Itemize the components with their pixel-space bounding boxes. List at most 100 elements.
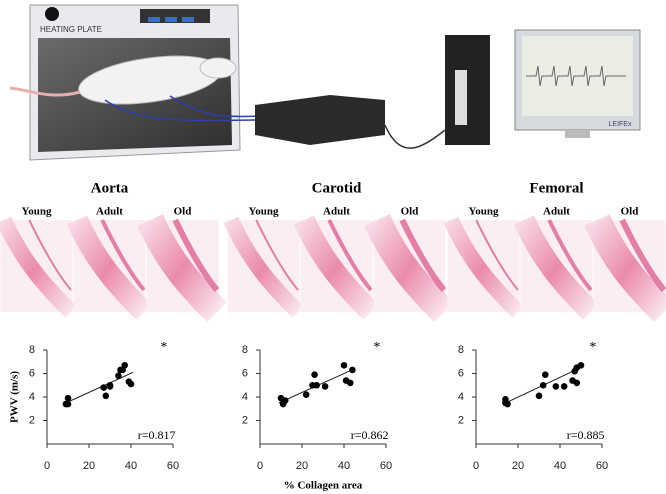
- point: [573, 379, 581, 387]
- point: [535, 392, 543, 400]
- tissue-band: [584, 214, 666, 322]
- panel-title: Aorta: [91, 180, 129, 196]
- point: [347, 379, 354, 387]
- plate-label: HEATING PLATE: [40, 25, 102, 34]
- significance-mark: *: [373, 340, 380, 355]
- correlation-label: r=0.862: [351, 428, 389, 442]
- plate-button: [182, 17, 194, 22]
- age-label: Old: [401, 206, 419, 218]
- plate-button: [165, 17, 177, 22]
- age-label: Young: [249, 206, 279, 218]
- y-tick-label: 2: [242, 414, 248, 426]
- tissue-band: [327, 219, 373, 292]
- tissue-band: [255, 219, 299, 291]
- tissue-band: [0, 216, 77, 318]
- tissue-band: [443, 216, 524, 318]
- point: [281, 397, 289, 404]
- point: [64, 394, 72, 402]
- tissue-band: [475, 219, 519, 291]
- tissue-band: [619, 218, 666, 292]
- tissue-band: [399, 218, 447, 292]
- y-tick-label: 2: [29, 414, 35, 426]
- y-tick-label: 8: [242, 344, 248, 356]
- x-tick-label: 60: [380, 460, 392, 472]
- x-tick-label: 0: [473, 460, 479, 472]
- correlation-label: r=0.885: [567, 428, 605, 442]
- plate-button: [148, 17, 160, 22]
- point: [100, 384, 107, 391]
- x-tick-label: 40: [554, 460, 566, 472]
- tissue-band: [513, 215, 599, 320]
- point: [321, 383, 329, 390]
- x-tick-label: 60: [596, 460, 608, 472]
- point: [542, 371, 549, 378]
- cable: [384, 124, 446, 149]
- point: [302, 391, 310, 398]
- monitor-waveform: [526, 65, 626, 87]
- point: [313, 381, 321, 389]
- significance-mark: *: [589, 340, 596, 355]
- point: [577, 361, 585, 369]
- fit-line: [65, 371, 134, 404]
- point: [106, 383, 114, 390]
- setup-illustration: HEATING PLATE LEIFEx: [9, 4, 641, 161]
- y-tick-label: 8: [458, 344, 464, 356]
- tissue-band: [172, 218, 220, 292]
- x-tick-label: 40: [338, 460, 350, 472]
- age-label: Young: [469, 206, 499, 218]
- monitor-label: LEIFEx: [609, 121, 632, 128]
- monitor-stand: [565, 130, 590, 138]
- panel-title: Carotid: [312, 180, 362, 196]
- y-tick-label: 6: [29, 367, 35, 379]
- mouse-tail: [9, 86, 81, 97]
- point: [539, 381, 547, 389]
- tissue-band: [364, 214, 454, 322]
- point: [64, 400, 72, 408]
- x-tick-label: 0: [44, 460, 50, 472]
- y-tick-label: 8: [29, 344, 35, 356]
- tissue-band: [100, 219, 146, 292]
- point: [560, 383, 568, 390]
- point: [340, 361, 348, 369]
- computer-tower: [445, 35, 490, 145]
- y-tick-label: 4: [458, 391, 464, 403]
- point: [115, 372, 122, 380]
- y-tick-label: 6: [458, 367, 464, 379]
- significance-mark: *: [160, 340, 167, 355]
- x-tick-label: 60: [167, 460, 179, 472]
- point: [502, 399, 509, 407]
- mouse-head: [199, 57, 237, 79]
- y-tick-label: 6: [242, 367, 248, 379]
- y-axis-label: PWV (m/s): [9, 371, 21, 423]
- x-tick-label: 20: [83, 460, 95, 472]
- tower-bays: [455, 70, 467, 125]
- histology-panels: Aorta Young Adult Old Carotid Young Adult Old Fe…: [0, 180, 666, 322]
- point: [127, 380, 135, 388]
- age-label: Adult: [96, 206, 123, 218]
- plate-knob: [45, 7, 59, 21]
- tissue-band: [547, 219, 593, 292]
- x-tick-label: 20: [512, 460, 524, 472]
- y-tick-label: 4: [29, 391, 35, 403]
- age-label: Old: [621, 206, 639, 218]
- point: [349, 366, 356, 374]
- age-label: Old: [174, 206, 192, 218]
- tissue-band: [293, 215, 379, 320]
- acquisition-box: [255, 95, 385, 145]
- y-tick-label: 4: [242, 391, 248, 403]
- point: [552, 383, 560, 390]
- x-tick-label: 40: [125, 460, 137, 472]
- tissue-band: [223, 216, 304, 318]
- point: [102, 392, 110, 400]
- x-axis-label: % Collagen area: [284, 480, 363, 492]
- age-label: Adult: [543, 206, 570, 218]
- tissue-band: [28, 219, 72, 291]
- electrode-wires: [104, 95, 261, 122]
- tissue-band: [66, 215, 152, 320]
- tissue-band: [137, 214, 227, 322]
- x-tick-label: 20: [296, 460, 308, 472]
- point: [121, 361, 128, 369]
- age-label: Adult: [323, 206, 350, 218]
